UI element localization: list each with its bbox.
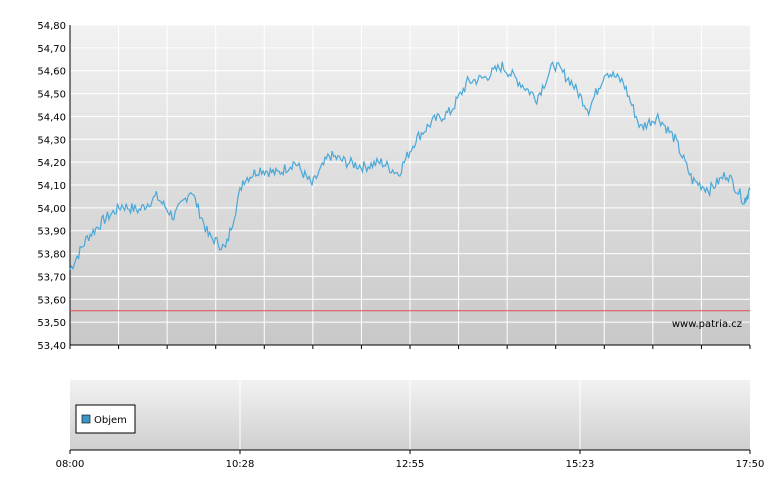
y-tick-label: 54,50 bbox=[37, 90, 66, 101]
y-tick-label: 53,50 bbox=[37, 318, 66, 329]
x-tick-label: 10:28 bbox=[226, 459, 255, 470]
y-tick-label: 54,70 bbox=[37, 44, 66, 55]
y-tick-label: 54,20 bbox=[37, 158, 66, 169]
y-tick-label: 54,10 bbox=[37, 181, 66, 192]
y-tick-label: 54,00 bbox=[37, 204, 66, 215]
price-y-axis-ticks: 53,40 53,50 53,60 53,70 53,80 53,90 54,00 54,10… bbox=[37, 21, 66, 352]
x-tick-label: 15:23 bbox=[566, 459, 595, 470]
volume-x-axis-ticks: 08:00 10:28 12:55 15:23 17:50 bbox=[56, 450, 765, 470]
legend-swatch bbox=[81, 414, 91, 424]
legend: Objem bbox=[75, 404, 136, 434]
x-tick-label: 12:55 bbox=[396, 459, 425, 470]
price-x-minor-ticks bbox=[69, 345, 751, 349]
price-gridlines bbox=[70, 24, 750, 345]
y-tick-label: 54,30 bbox=[37, 135, 66, 146]
y-tick-label: 54,80 bbox=[37, 21, 66, 32]
x-tick-label: 17:50 bbox=[736, 459, 765, 470]
price-series-line bbox=[69, 61, 751, 270]
watermark: www.patria.cz bbox=[672, 319, 742, 330]
y-tick-label: 54,40 bbox=[37, 112, 66, 123]
y-tick-label: 53,40 bbox=[37, 341, 66, 352]
y-tick-label: 53,70 bbox=[37, 272, 66, 283]
y-tick-label: 54,60 bbox=[37, 67, 66, 78]
volume-gridlines bbox=[239, 380, 581, 450]
y-tick-label: 53,60 bbox=[37, 295, 66, 306]
legend-label: Objem bbox=[94, 415, 127, 426]
x-tick-label: 08:00 bbox=[56, 459, 85, 470]
y-tick-label: 53,90 bbox=[37, 227, 66, 238]
y-tick-label: 53,80 bbox=[37, 250, 66, 261]
